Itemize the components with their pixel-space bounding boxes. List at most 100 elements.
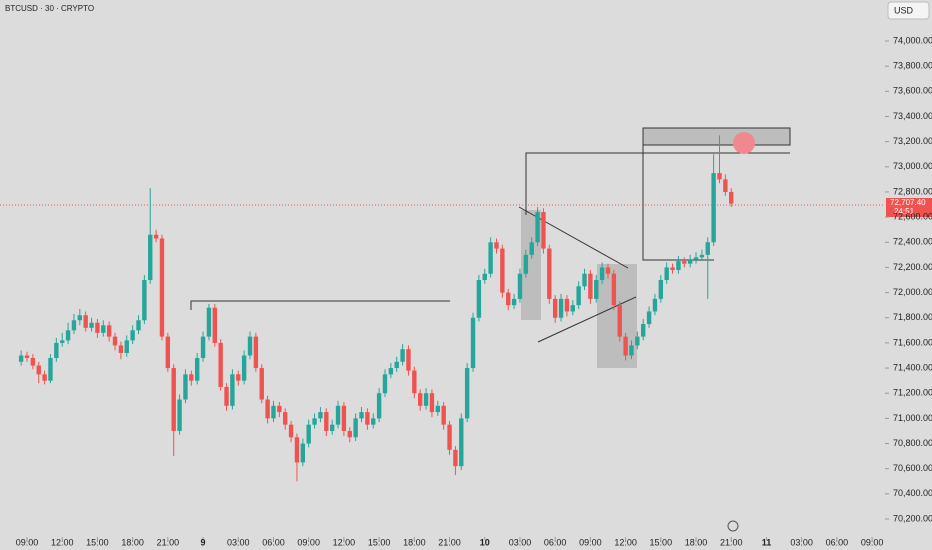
- y-tick-label: 73,400.00: [893, 111, 932, 121]
- y-tick-label: 70,800.00: [893, 438, 932, 448]
- candle-body: [417, 393, 423, 406]
- y-tick-label: 72,400.00: [893, 237, 932, 247]
- y-tick-label: 71,000.00: [893, 413, 932, 423]
- candle-body: [130, 330, 135, 341]
- candle-body: [576, 286, 581, 306]
- candle-body: [435, 405, 441, 413]
- candle-body: [177, 399, 182, 431]
- x-tick-label: 18:00: [403, 537, 426, 547]
- candle-body: [599, 267, 605, 281]
- candle-body: [646, 311, 652, 325]
- candle-body: [277, 405, 282, 413]
- candle-body: [570, 305, 575, 312]
- y-tick-label: 74,000.00: [893, 35, 932, 45]
- y-tick-label: 73,800.00: [893, 61, 932, 71]
- candle-body: [394, 361, 399, 369]
- zone-box: [642, 127, 791, 146]
- candle-body: [24, 355, 30, 358]
- x-tick-label: 10: [480, 537, 490, 547]
- candle-body: [42, 374, 47, 381]
- candle-body: [36, 365, 41, 375]
- candle-body: [83, 315, 88, 328]
- candle-body: [89, 322, 94, 328]
- y-tick-label: 73,600.00: [893, 86, 932, 96]
- candle-body: [541, 212, 546, 249]
- candle-body: [118, 345, 124, 353]
- candle-body: [711, 173, 716, 243]
- x-tick-label: 15:00: [650, 537, 673, 547]
- candle-body: [376, 393, 382, 419]
- y-tick-label: 72,000.00: [893, 287, 932, 297]
- y-tick-label: 71,200.00: [893, 388, 932, 398]
- x-tick-label: 03:00: [790, 537, 813, 547]
- candle-body: [605, 267, 611, 274]
- x-tick-label: 12:00: [51, 537, 74, 547]
- x-tick-label: 9: [201, 537, 206, 547]
- candle-body: [194, 358, 200, 381]
- candle-body: [341, 405, 347, 431]
- y-tick-label: 70,400.00: [893, 488, 932, 498]
- y-tick-label: 71,400.00: [893, 362, 932, 372]
- candle-body: [183, 374, 188, 400]
- candle-body: [30, 358, 36, 366]
- candle-body: [48, 358, 53, 381]
- x-tick-label: 03:00: [509, 537, 532, 547]
- y-tick-label: 73,200.00: [893, 136, 932, 146]
- level-line: [525, 152, 790, 215]
- candle-body: [441, 405, 446, 425]
- candle-body: [189, 374, 194, 381]
- candle-body: [371, 418, 376, 425]
- candle-body: [412, 370, 417, 394]
- candle-body: [65, 330, 71, 341]
- candle-body: [552, 298, 558, 318]
- candle-body: [95, 322, 100, 333]
- candle-body: [664, 267, 669, 281]
- candle-body: [247, 336, 253, 356]
- candle-body: [476, 280, 482, 318]
- countdown: 24:51: [894, 207, 915, 216]
- candle-body: [353, 418, 358, 438]
- candle-body: [159, 238, 165, 337]
- y-tick-label: 70,600.00: [893, 463, 932, 473]
- symbol-title: BTCUSD · 30 · CRYPTO: [5, 4, 94, 13]
- candle-body: [153, 234, 159, 239]
- candle-body: [535, 212, 540, 243]
- candle-body: [482, 273, 487, 281]
- candle-body: [687, 259, 693, 264]
- candle-body: [318, 412, 323, 419]
- candle-body: [224, 386, 229, 406]
- candle-body: [406, 349, 411, 371]
- candle-body: [283, 412, 288, 425]
- marker-circle: [733, 132, 755, 154]
- x-tick-label: 11: [762, 537, 772, 547]
- candle-body: [365, 412, 370, 425]
- candle-body: [459, 418, 464, 467]
- candle-body: [259, 368, 264, 400]
- candle-body: [212, 307, 217, 343]
- x-tick-label: 12:00: [333, 537, 356, 547]
- x-tick-label: 21:00: [720, 537, 743, 547]
- candle-body: [230, 374, 235, 406]
- candle-body: [611, 273, 617, 306]
- candle-body: [200, 336, 206, 358]
- x-tick-label: 21:00: [157, 537, 180, 547]
- x-tick-label: 09:00: [861, 537, 884, 547]
- candle-body: [470, 317, 476, 369]
- x-tick-label: 06:00: [544, 537, 567, 547]
- candle-body: [106, 325, 112, 337]
- candle-body: [347, 430, 352, 438]
- candle-body: [236, 374, 241, 381]
- y-tick-label: 72,600.00: [893, 211, 932, 221]
- event-icon[interactable]: [727, 520, 739, 532]
- currency-button[interactable]: [887, 1, 930, 20]
- y-tick-label: 70,200.00: [893, 513, 932, 523]
- x-tick-label: 15:00: [86, 537, 109, 547]
- candle-body: [60, 340, 65, 343]
- candle-body: [382, 374, 388, 394]
- candle-body: [641, 324, 646, 337]
- candle-body: [101, 325, 106, 333]
- candle-body: [388, 368, 394, 375]
- candle-body: [582, 273, 587, 287]
